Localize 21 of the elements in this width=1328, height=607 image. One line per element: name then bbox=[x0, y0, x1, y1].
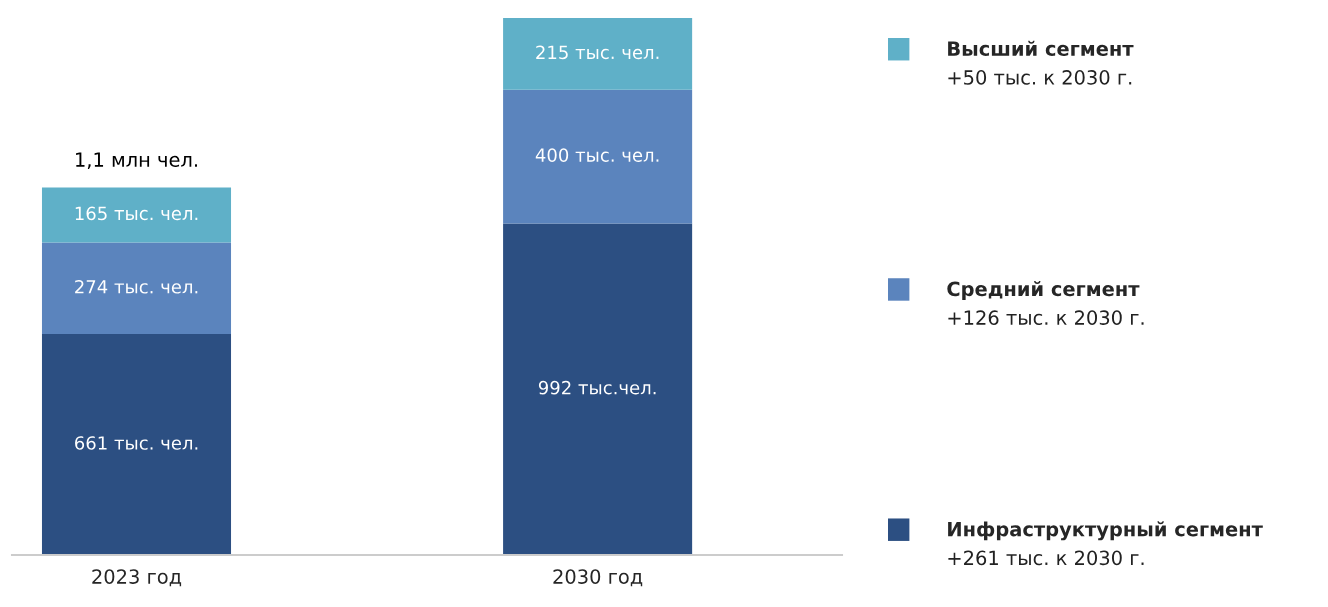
bar bbox=[41, 187, 232, 243]
bar bbox=[41, 334, 232, 555]
data-label: 274 тыс. чел. bbox=[75, 279, 198, 294]
text: +50 тыс. к 2030 г. bbox=[948, 70, 1132, 85]
x-tick-label: 2023 год bbox=[92, 569, 182, 587]
data-label: 992 тыс.чел. bbox=[538, 380, 656, 395]
legend-label: Высший сегмент bbox=[948, 40, 1134, 56]
legend-label: Инфраструктурный сегмент bbox=[948, 521, 1263, 541]
bar bbox=[503, 223, 693, 555]
data-label: 400 тыс. чел. bbox=[535, 148, 659, 162]
text: +261 тыс. к 2030 г. bbox=[948, 550, 1144, 566]
data-label: 215 тыс. чел. bbox=[536, 45, 659, 60]
bar bbox=[503, 89, 693, 224]
data-label: 165 тыс. чел. bbox=[75, 206, 198, 221]
x-tick-label: 2030 год bbox=[553, 569, 643, 587]
legend-label: Средний сегмент bbox=[947, 281, 1140, 300]
text: +126 тыс. к 2030 г. bbox=[948, 310, 1144, 325]
bar bbox=[41, 242, 232, 335]
bar bbox=[503, 18, 693, 90]
data-label: 661 тыс. чел. bbox=[75, 436, 198, 450]
annotation: 1,1 млн чел. bbox=[76, 152, 197, 169]
